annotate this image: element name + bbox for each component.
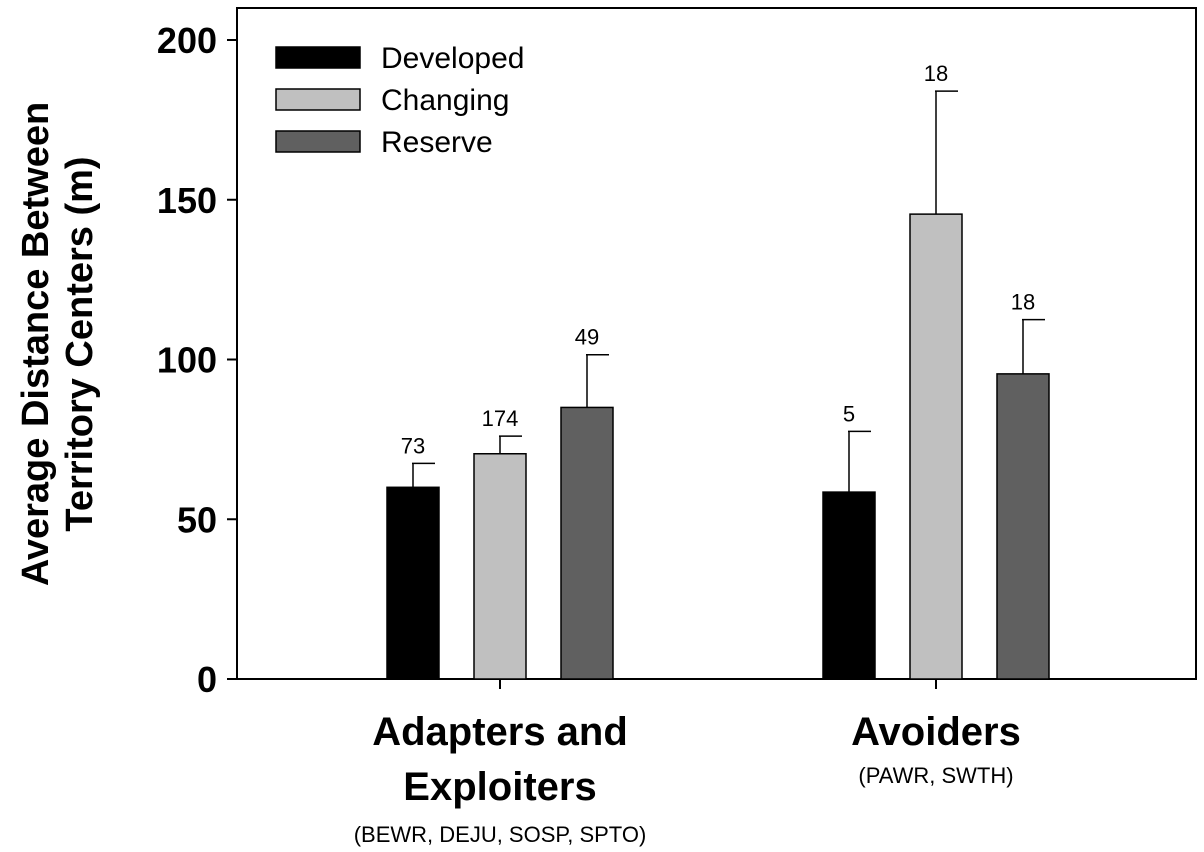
legend-label: Developed [381,42,524,75]
y-axis-label: Average Distance BetweenTerritory Center… [15,102,101,586]
y-axis-label-line: Territory Centers (m) [59,156,101,531]
sample-size-label: 73 [401,433,425,458]
y-axis-label-line: Average Distance Between [15,102,57,586]
category-label: Exploiters [403,765,596,809]
legend-swatch [275,88,361,111]
category-sublabel: (PAWR, SWTH) [858,763,1013,788]
sample-size-label: 18 [924,61,948,86]
category-sublabel: (BEWR, DEJU, SOSP, SPTO) [354,822,647,847]
axes: 0 50 100 150 200 [157,7,1197,700]
legend: Developed Changing Reserve [275,42,524,159]
bar [386,486,440,680]
bar [909,213,963,680]
y-tick-label: 200 [157,20,217,61]
plot-frame [236,7,1197,680]
legend-swatch [275,130,361,153]
bars: 73 5 174 18 49 18 [386,61,1050,680]
labels: Average Distance BetweenTerritory Center… [15,102,1021,847]
legend-label: Reserve [381,126,493,159]
legend-swatch [275,46,361,69]
sample-size-label: 5 [843,401,855,426]
y-tick-label: 50 [177,499,217,540]
bar [473,453,527,680]
sample-size-label: 174 [482,406,519,431]
y-tick-label: 100 [157,340,217,381]
y-tick-label: 150 [157,180,217,221]
y-tick-label: 0 [197,659,217,700]
bar [822,491,876,680]
bar [560,406,614,680]
sample-size-label: 18 [1011,290,1035,315]
category-label: Adapters and [372,710,628,754]
legend-label: Changing [381,84,509,117]
bar [996,373,1050,680]
sample-size-label: 49 [575,325,599,350]
category-label: Avoiders [851,710,1021,754]
